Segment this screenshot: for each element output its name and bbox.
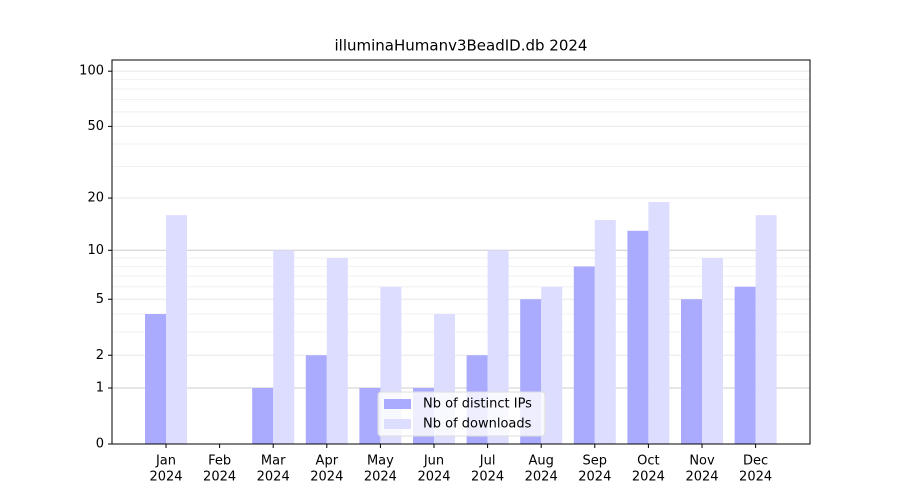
bar	[541, 286, 563, 444]
x-tick-label: 2024	[257, 470, 290, 485]
bar	[359, 388, 381, 444]
legend-swatch	[384, 419, 411, 429]
y-tick-label: 0	[96, 437, 104, 452]
bar	[326, 257, 348, 444]
y-tick-label: 50	[87, 119, 104, 134]
x-tick-label: 2024	[364, 470, 397, 485]
x-tick-label: Apr	[316, 454, 339, 469]
legend-label: Nb of distinct IPs	[423, 397, 532, 412]
bar	[702, 257, 723, 444]
bar	[573, 266, 595, 444]
plot-frame	[111, 59, 811, 445]
bar	[252, 388, 274, 444]
y-tick-label: 1	[96, 381, 104, 396]
legend-swatch	[384, 399, 411, 409]
x-tick-label: Aug	[529, 454, 554, 469]
x-tick-label: 2024	[525, 470, 558, 485]
bar	[145, 313, 166, 444]
x-tick-label: Nov	[689, 454, 715, 469]
x-tick-label: 2024	[578, 470, 611, 485]
y-tick-label: 2	[96, 348, 104, 363]
x-tick-label: Oct	[637, 454, 659, 469]
y-tick-label: 5	[96, 292, 104, 307]
x-tick-label: 2024	[417, 470, 450, 485]
bar	[734, 286, 756, 444]
x-tick-label: Jan	[155, 454, 176, 469]
x-tick-label: 2024	[203, 470, 236, 485]
bar	[627, 230, 649, 444]
x-tick-label: 2024	[471, 470, 504, 485]
legend: Nb of distinct IPs Nb of downloads	[377, 391, 546, 437]
x-tick-label: Mar	[261, 454, 286, 469]
x-tick-label: Dec	[743, 454, 768, 469]
x-tick-label: 2024	[310, 470, 343, 485]
x-tick-label: May	[367, 454, 394, 469]
y-tick-label: 20	[87, 191, 104, 206]
legend-label: Nb of downloads	[423, 417, 532, 432]
bar	[594, 220, 616, 444]
bar	[648, 202, 670, 444]
legend-box	[377, 391, 546, 437]
x-tick-label: Feb	[208, 454, 231, 469]
x-tick-label: 2024	[149, 470, 182, 485]
x-tick-label: Sep	[583, 454, 608, 469]
x-tick-label: Jul	[479, 454, 496, 469]
bar	[166, 215, 187, 444]
x-tick-label: 2024	[739, 470, 772, 485]
bar	[755, 215, 777, 444]
bar	[681, 299, 702, 444]
x-tick-label: 2024	[632, 470, 665, 485]
bar	[273, 250, 295, 444]
chart-title: illuminaHumanv3BeadID.db 2024	[335, 37, 588, 55]
x-tick-label: 2024	[685, 470, 718, 485]
y-tick-label: 10	[87, 243, 104, 258]
y-tick-label: 100	[79, 64, 104, 79]
bar	[305, 355, 327, 444]
x-tick-label: Jun	[423, 454, 444, 469]
